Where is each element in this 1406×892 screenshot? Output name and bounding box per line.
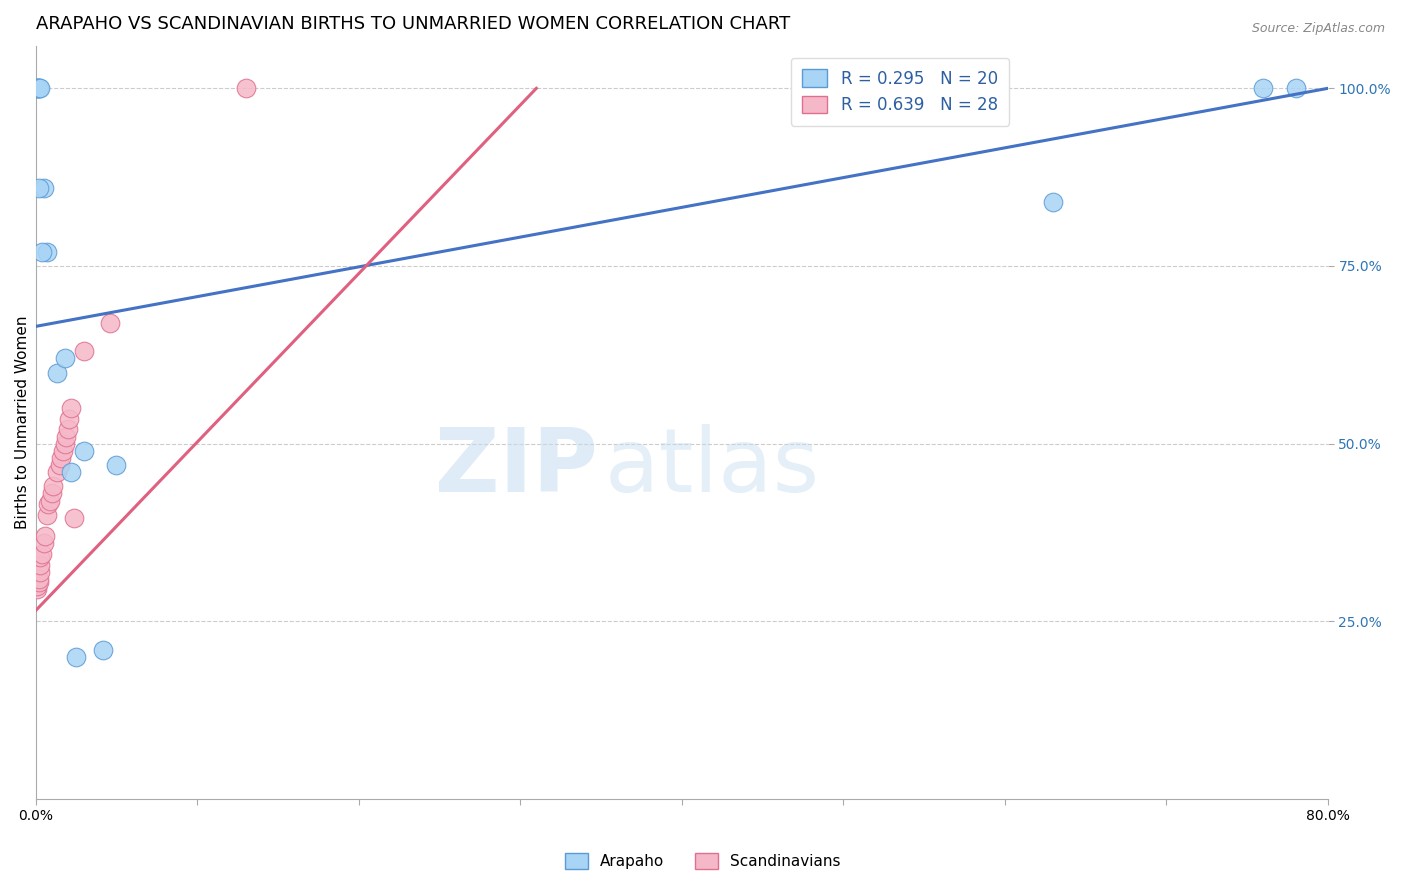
Point [53, 351, 76, 366]
Point [39, 493, 62, 508]
Point [60, 465, 83, 479]
Point [58, 412, 80, 426]
Point [30, 565, 52, 579]
Point [25, 582, 48, 597]
Point [32, 181, 55, 195]
Point [28, 81, 51, 95]
Point [55, 429, 77, 443]
Point [25, 81, 48, 95]
Point [45, 465, 67, 479]
Point [37, 497, 59, 511]
Y-axis label: Births to Unmarried Women: Births to Unmarried Women [15, 316, 30, 529]
Point [73, 443, 96, 458]
Point [41, 486, 63, 500]
Point [30, 81, 52, 95]
Text: Source: ZipAtlas.com: Source: ZipAtlas.com [1251, 22, 1385, 36]
Point [1253, 81, 1275, 95]
Point [34, 529, 56, 543]
Point [832, 81, 855, 95]
Point [105, 458, 128, 472]
Point [1285, 81, 1308, 95]
Text: ARAPAHO VS SCANDINAVIAN BIRTHS TO UNMARRIED WOMEN CORRELATION CHART: ARAPAHO VS SCANDINAVIAN BIRTHS TO UNMARR… [35, 15, 790, 33]
Legend: R = 0.295   N = 20, R = 0.639   N = 28: R = 0.295 N = 20, R = 0.639 N = 28 [790, 58, 1010, 126]
Point [35, 508, 58, 522]
Point [53, 436, 76, 450]
Point [235, 81, 257, 95]
Point [30, 550, 52, 565]
Point [28, 575, 51, 590]
Point [60, 401, 83, 416]
Point [31, 547, 53, 561]
Point [25, 579, 48, 593]
Point [51, 450, 73, 465]
Point [35, 244, 58, 259]
Point [73, 344, 96, 359]
Text: atlas: atlas [605, 424, 820, 511]
Legend: Arapaho, Scandinavians: Arapaho, Scandinavians [560, 847, 846, 875]
Point [52, 443, 75, 458]
Point [65, 649, 87, 664]
Point [56, 422, 79, 436]
Point [31, 244, 53, 259]
Point [45, 366, 67, 380]
Text: ZIP: ZIP [434, 424, 598, 511]
Point [32, 536, 55, 550]
Point [42, 479, 65, 493]
Point [28, 81, 51, 95]
Point [28, 572, 51, 586]
Point [25, 81, 48, 95]
Point [28, 181, 51, 195]
Point [93, 642, 115, 657]
Point [49, 458, 72, 472]
Point [63, 511, 86, 525]
Point [98, 316, 121, 330]
Point [30, 558, 52, 572]
Point [1042, 194, 1064, 209]
